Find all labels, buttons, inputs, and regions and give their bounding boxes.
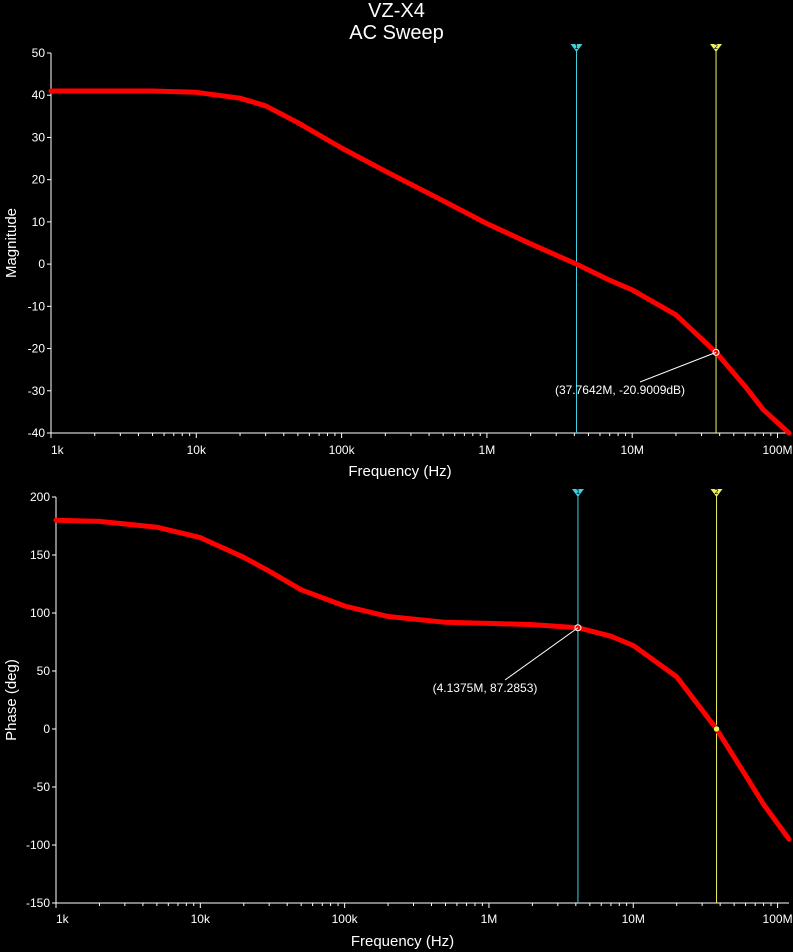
x-tick-label: 100k	[332, 912, 359, 926]
y-tick-label: -150	[26, 896, 50, 910]
y-axis-label: Phase (deg)	[3, 659, 20, 741]
chart-title: VZ-X4	[368, 0, 425, 22]
y-tick-label: 0	[43, 722, 50, 736]
y-tick-label: 50	[32, 46, 46, 60]
cursor-1-marker	[571, 489, 584, 497]
y-tick-label: 200	[30, 490, 50, 504]
annotation-point	[712, 348, 720, 356]
cursor-2-point	[713, 725, 720, 733]
x-tick-label: 100k	[329, 443, 356, 457]
x-tick-label: 1k	[51, 443, 65, 457]
annotation-label: (4.1375M, 87.2853)	[433, 681, 538, 695]
x-tick-label: 10k	[187, 443, 207, 457]
panel-magnitude: 50 40 30 20 10 0 -10 -20 -30 -40 1k 10k 100k 1M 10M 100…	[3, 43, 793, 480]
x-tick-label: 1M	[481, 912, 498, 926]
x-axis-label: Frequency (Hz)	[351, 933, 454, 950]
y-tick-label: 0	[38, 257, 45, 271]
annotation-leader	[639, 351, 717, 383]
cursor-2-marker-label: 2	[714, 43, 718, 51]
x-axis-label: Frequency (Hz)	[348, 463, 451, 480]
trace-line	[53, 517, 792, 842]
cursor-2-marker	[710, 489, 723, 497]
y-axis-label: Magnitude	[3, 208, 20, 278]
y-tick-label: -100	[26, 838, 50, 852]
cursor-1-marker-label: 1	[576, 488, 580, 496]
x-tick-label: 10M	[621, 443, 644, 457]
cursor-1-marker-label: 1	[574, 43, 578, 51]
x-tick-label: 100M	[763, 912, 793, 926]
cursor-1-marker	[570, 44, 583, 52]
x-tick-label: 10M	[622, 912, 645, 926]
annotation-point	[574, 624, 582, 632]
cursor-2-marker-label: 2	[714, 488, 718, 496]
chart-subtitle: AC Sweep	[349, 22, 444, 44]
y-tick-label: 50	[37, 664, 51, 678]
y-tick-label: 150	[30, 548, 50, 562]
trace-line	[48, 88, 792, 436]
y-tick-label: -30	[28, 384, 46, 398]
chart-title-block: VZ-X4 AC Sweep	[0, 0, 793, 44]
x-tick-label: 1M	[479, 443, 496, 457]
x-tick-label: 100M	[762, 443, 792, 457]
y-tick-label: -40	[28, 426, 46, 440]
y-tick-label: 100	[30, 606, 50, 620]
x-tick-label: 10k	[191, 912, 211, 926]
cursor-2-marker	[710, 44, 723, 52]
y-tick-label: 10	[32, 215, 46, 229]
y-tick-label: -10	[28, 299, 46, 313]
y-tick-label: 30	[32, 130, 46, 144]
panel-phase: 200 150 100 50 0 -50 -100 -150 1k 10k 100k 1M 10M 100…	[3, 488, 793, 950]
y-tick-label: 20	[32, 173, 46, 187]
y-tick-label: 40	[32, 88, 46, 102]
annotation-leader	[504, 627, 579, 681]
y-tick-label: -50	[33, 780, 51, 794]
x-tick-label: 1k	[56, 912, 70, 926]
annotation-label: (37.7642M, -20.9009dB)	[555, 383, 685, 397]
y-tick-label: -20	[28, 342, 46, 356]
